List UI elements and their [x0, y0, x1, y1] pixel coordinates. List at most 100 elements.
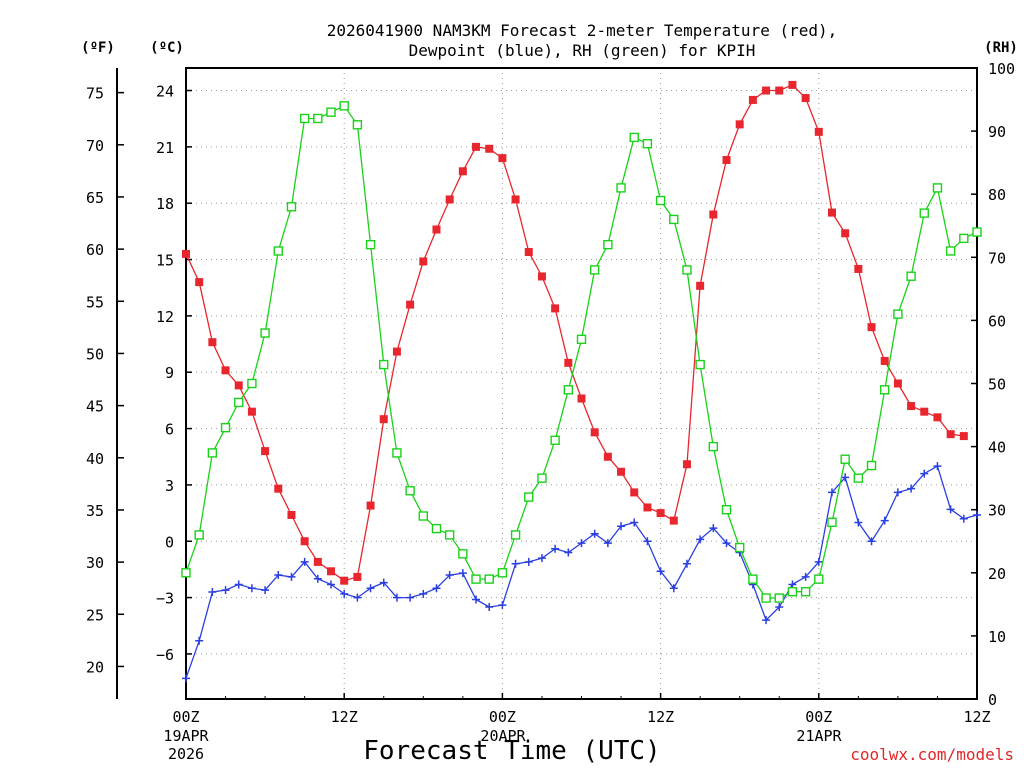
dewpoint-point: [682, 559, 691, 568]
fahrenheit-tick-label: 35: [86, 502, 104, 520]
temperature-point: [261, 447, 270, 456]
rh-point: [695, 359, 705, 370]
fahrenheit-tick-label: 70: [86, 137, 104, 155]
temperature-point: [656, 509, 665, 518]
credit-label: coolwx.com/models: [850, 745, 1014, 764]
rh-point: [484, 574, 494, 584]
rh-point: [497, 568, 508, 578]
dewpoint-point: [827, 488, 836, 497]
rh-point: [576, 334, 587, 345]
dewpoint-point: [801, 572, 810, 581]
dewpoint-point: [472, 595, 481, 604]
dewpoint-point: [854, 518, 863, 527]
rh-point: [299, 113, 310, 124]
series-line-blue: [185, 465, 978, 679]
dewpoint-point: [406, 593, 415, 602]
rh-point: [616, 183, 626, 193]
temperature-point: [762, 86, 771, 95]
rh-point: [761, 593, 771, 603]
dewpoint-point: [287, 572, 296, 581]
rh-point: [827, 517, 837, 528]
rh-tick-label: 60: [988, 312, 1006, 330]
temperature-point: [551, 304, 560, 313]
dewpoint-point: [973, 510, 981, 519]
rh-point: [972, 227, 982, 237]
celsius-tick-label: 15: [156, 252, 174, 270]
dewpoint-point: [907, 484, 916, 493]
temperature-point: [933, 413, 942, 422]
rh-point: [510, 530, 521, 540]
dewpoint-point: [867, 537, 876, 546]
series-line-red: [185, 84, 964, 582]
temperature-point: [959, 432, 968, 441]
celsius-tick-label: −6: [156, 646, 174, 664]
temperature-point: [643, 503, 652, 512]
series-green: [181, 101, 982, 603]
temperature-point: [419, 257, 428, 266]
celsius-tick-label: 3: [165, 477, 174, 495]
temperature-point: [287, 510, 296, 519]
rh-point: [524, 492, 534, 502]
dewpoint-point: [419, 589, 428, 598]
rh-point: [787, 587, 798, 597]
temperature-point: [880, 356, 889, 365]
dewpoint-point: [313, 574, 322, 583]
dewpoint-point: [221, 586, 230, 595]
rh-point: [458, 549, 468, 559]
rh-point: [814, 574, 824, 584]
temperature-point: [867, 323, 876, 332]
temperature-point: [590, 428, 599, 437]
fahrenheit-tick-label: 60: [86, 241, 104, 259]
celsius-tick-label: 0: [165, 533, 174, 551]
temperature-point: [946, 430, 955, 439]
temperature-point: [893, 379, 902, 388]
dewpoint-point: [762, 616, 771, 625]
temperature-point: [735, 120, 744, 129]
rh-tick-label: 0: [988, 691, 997, 709]
rh-point: [866, 460, 877, 471]
temperature-point: [472, 142, 481, 151]
fahrenheit-tick-label: 50: [86, 345, 104, 363]
rh-point: [352, 120, 363, 130]
temperature-point: [577, 394, 586, 403]
rh-unit-label: (RH): [984, 40, 1018, 56]
dewpoint-point: [722, 539, 731, 548]
dewpoint-point: [208, 587, 217, 596]
temperature-point: [195, 278, 204, 287]
rh-point: [550, 435, 560, 445]
dewpoint-point: [300, 557, 309, 566]
rh-point: [880, 385, 890, 395]
rh-point: [748, 574, 758, 584]
dewpoint-point: [959, 514, 968, 523]
rh-point: [893, 309, 903, 319]
dewpoint-point: [656, 567, 665, 576]
temperature-point: [564, 358, 573, 367]
fahrenheit-tick-label: 20: [86, 658, 104, 676]
rh-point: [840, 454, 850, 464]
dewpoint-point: [893, 488, 902, 497]
dewpoint-point: [247, 584, 256, 593]
rh-point: [945, 246, 956, 256]
x-tick-label: 00Z: [805, 708, 832, 726]
dewpoint-point: [327, 580, 336, 589]
dewpoint-point: [590, 529, 599, 538]
dewpoint-point: [933, 462, 942, 471]
dewpoint-point: [551, 544, 560, 553]
celsius-tick-label: 9: [165, 364, 174, 382]
rh-point: [932, 183, 943, 193]
rh-point: [800, 587, 811, 597]
dewpoint-point: [920, 469, 929, 478]
temperature-point: [788, 80, 797, 89]
dewpoint-point: [392, 593, 401, 602]
temperature-point: [432, 225, 441, 234]
year-label: 2026: [168, 745, 204, 763]
celsius-tick-label: −3: [156, 590, 174, 608]
date-label-21apr: 21APR: [796, 727, 842, 745]
dewpoint-point: [366, 584, 375, 593]
dewpoint-point: [696, 535, 705, 544]
dewpoint-point: [775, 602, 784, 611]
rh-tick-label: 40: [988, 439, 1006, 457]
dewpoint-point: [511, 559, 520, 568]
dewpoint-point: [814, 557, 823, 566]
